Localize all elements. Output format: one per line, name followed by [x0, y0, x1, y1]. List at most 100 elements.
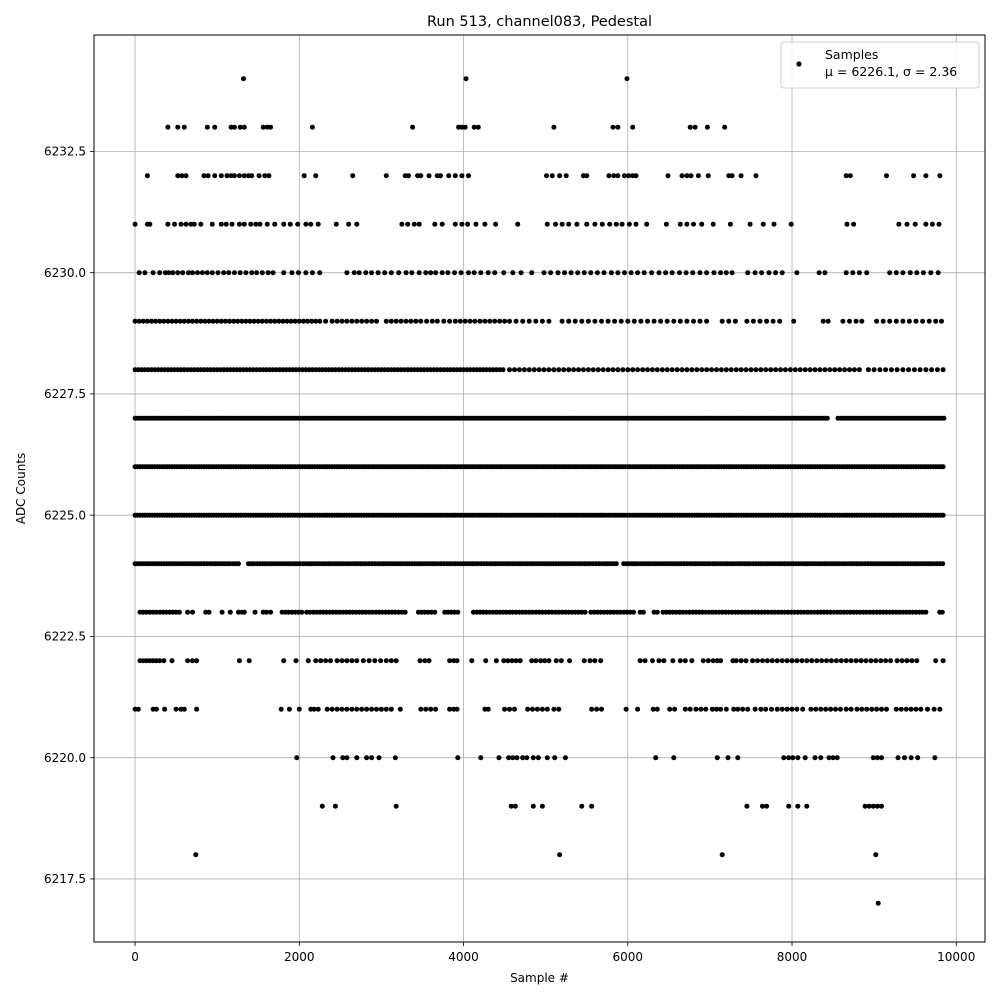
data-point: [695, 173, 701, 179]
data-point: [447, 706, 453, 712]
x-tick-label: 4000: [448, 950, 479, 964]
data-point: [507, 706, 512, 712]
data-point: [382, 270, 388, 276]
data-point: [789, 658, 795, 664]
data-point: [937, 706, 943, 712]
data-point: [598, 658, 604, 664]
data-point: [544, 706, 550, 712]
data-point: [544, 221, 550, 227]
data-point: [703, 706, 709, 712]
data-point: [463, 76, 469, 82]
data-point: [249, 270, 255, 276]
data-point: [743, 367, 749, 373]
data-point: [428, 270, 434, 276]
data-point: [558, 658, 564, 664]
data-point: [825, 318, 831, 324]
data-point: [909, 658, 915, 664]
data-point: [820, 318, 826, 324]
data-point: [538, 658, 544, 664]
data-point: [599, 706, 604, 712]
data-point: [794, 270, 800, 276]
data-point: [848, 658, 854, 664]
data-point: [763, 367, 769, 373]
data-point: [779, 706, 785, 712]
data-point: [600, 367, 606, 373]
data-point: [426, 173, 432, 179]
data-point: [344, 706, 350, 712]
data-point: [243, 270, 249, 276]
data-point: [592, 221, 598, 227]
data-point: [694, 367, 700, 373]
data-point: [157, 318, 163, 324]
data-point: [663, 221, 669, 227]
data-point: [738, 658, 744, 664]
data-point: [745, 270, 751, 276]
data-point: [177, 318, 183, 324]
data-point: [369, 755, 375, 761]
data-point: [679, 367, 685, 373]
data-point: [262, 173, 268, 179]
data-point: [198, 318, 204, 324]
data-point: [209, 221, 215, 227]
data-point: [710, 658, 716, 664]
data-point: [605, 318, 611, 324]
data-point: [782, 367, 788, 373]
data-point: [594, 270, 600, 276]
data-point: [176, 609, 182, 615]
data-point: [501, 270, 507, 276]
data-point: [566, 318, 572, 324]
data-point: [940, 658, 946, 664]
data-point: [226, 270, 232, 276]
data-point: [280, 318, 286, 324]
data-point: [165, 124, 171, 130]
data-point: [912, 221, 918, 227]
data-point: [441, 318, 447, 324]
data-point: [206, 609, 212, 615]
data-point: [794, 658, 800, 664]
data-point: [719, 318, 725, 324]
data-point: [760, 803, 765, 809]
data-point: [219, 609, 225, 615]
data-point: [467, 318, 473, 324]
data-point: [313, 173, 319, 179]
x-axis-label: Sample #: [510, 971, 569, 985]
data-point: [455, 609, 461, 615]
data-point: [411, 221, 417, 227]
data-point: [405, 221, 411, 227]
data-point: [777, 318, 783, 324]
data-point: [601, 270, 607, 276]
data-point: [684, 173, 690, 179]
data-point: [185, 270, 191, 276]
data-point: [630, 124, 636, 130]
data-point: [669, 367, 675, 373]
data-point: [670, 658, 676, 664]
x-axis-ticks: 0 2000 4000 6000 8000 10000: [131, 942, 975, 964]
data-point: [937, 173, 943, 179]
data-point: [774, 658, 780, 664]
data-point: [786, 803, 792, 809]
data-point: [136, 318, 142, 324]
data-point: [566, 367, 572, 373]
data-point: [318, 658, 324, 664]
data-point: [214, 318, 220, 324]
data-point: [764, 803, 770, 809]
data-point: [935, 270, 941, 276]
data-point: [284, 318, 290, 324]
data-point: [529, 270, 535, 276]
data-point: [529, 658, 535, 664]
data-point: [847, 318, 852, 324]
data-point: [383, 706, 389, 712]
data-point: [497, 318, 503, 324]
data-point: [682, 706, 688, 712]
data-point: [549, 173, 555, 179]
data-point: [650, 706, 656, 712]
data-point: [873, 852, 879, 858]
x-tick-label: 10000: [937, 950, 975, 964]
data-point: [878, 658, 884, 664]
data-point: [334, 318, 340, 324]
data-point: [330, 755, 336, 761]
data-point: [227, 318, 232, 324]
data-point: [631, 609, 636, 615]
